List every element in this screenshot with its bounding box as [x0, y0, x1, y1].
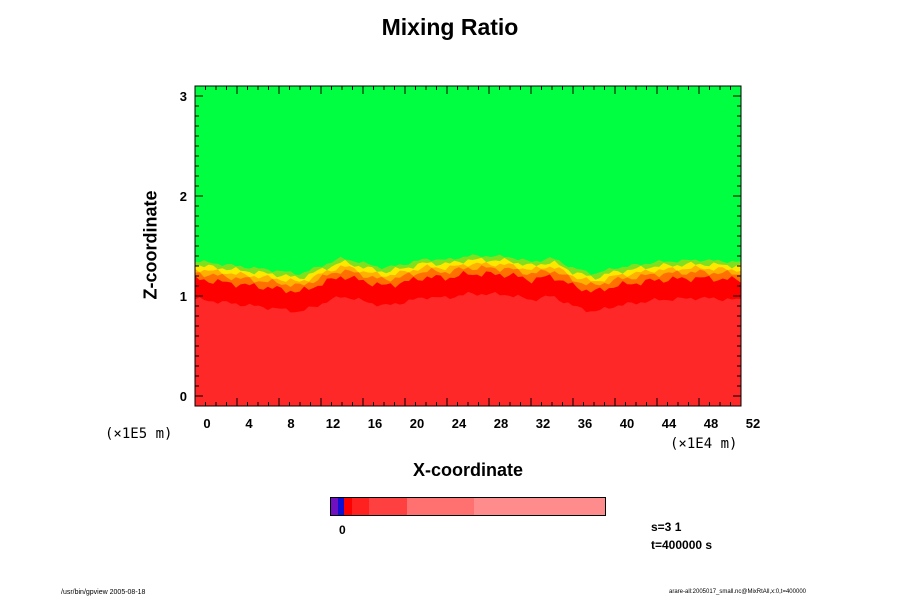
x-tick-label: 36 [578, 416, 592, 431]
step-annotation: s=3 1 [651, 520, 682, 534]
y-tick-label: 1 [180, 289, 187, 304]
colorbar-segment [344, 498, 352, 515]
colorbar [330, 497, 606, 516]
x-tick-label: 28 [494, 416, 508, 431]
x-tick-label: 48 [704, 416, 718, 431]
x-tick-label: 40 [620, 416, 634, 431]
x-tick-label: 52 [746, 416, 760, 431]
x-tick-label: 44 [662, 416, 677, 431]
y-tick-label: 0 [180, 389, 187, 404]
footer-left: /usr/bin/gpview 2005-08-18 [61, 589, 146, 596]
colorbar-segment [352, 498, 369, 515]
x-scale-label: (×1E4 m) [670, 436, 738, 452]
chart-title: Mixing Ratio [381, 14, 519, 40]
x-tick-label: 8 [287, 416, 294, 431]
x-tick-label: 24 [452, 416, 467, 431]
y-tick-label: 2 [180, 189, 187, 204]
x-tick-label: 4 [245, 416, 253, 431]
y-scale-label: (×1E5 m) [105, 426, 173, 442]
x-tick-label: 32 [536, 416, 550, 431]
footer-right: arare-all:2005017_small.nc@MixRtAll,x:0,… [669, 589, 806, 595]
lower-layer-2 [195, 291, 741, 406]
x-tick-label: 0 [203, 416, 210, 431]
x-axis-label: X-coordinate [412, 460, 523, 480]
colorbar-segment [369, 498, 407, 515]
colorbar-segment [338, 498, 344, 515]
colorbar-segment [407, 498, 474, 515]
colorbar-tick-label: 0 [339, 523, 346, 537]
x-tick-label: 16 [368, 416, 382, 431]
colorbar-segment [331, 498, 338, 515]
step-info: s=3 1 t=400000 s [651, 518, 712, 554]
x-tick-label: 20 [410, 416, 424, 431]
x-tick-label: 12 [326, 416, 340, 431]
y-axis-label: Z-coordinate [140, 190, 161, 300]
time-annotation: t=400000 s [651, 538, 713, 552]
y-tick-label: 3 [180, 89, 187, 104]
colorbar-segment [474, 498, 605, 515]
